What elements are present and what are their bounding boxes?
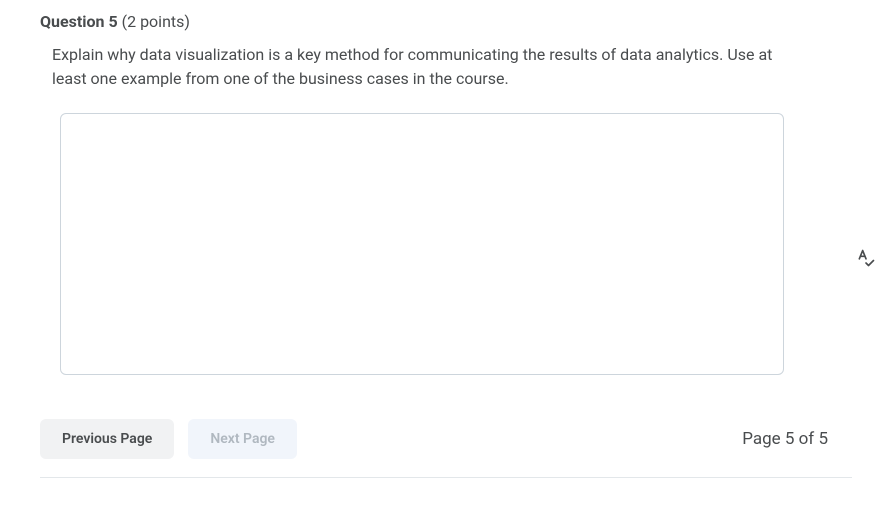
question-points: (2 points) (122, 12, 190, 31)
question-prompt: Explain why data visualization is a key … (52, 43, 792, 91)
page-indicator: Page 5 of 5 (742, 429, 852, 449)
question-header: Question 5 (2 points) (40, 12, 852, 31)
question-number: Question 5 (40, 12, 118, 31)
spellcheck-icon[interactable] (856, 248, 876, 268)
pagination-footer: Previous Page Next Page Page 5 of 5 (40, 419, 852, 477)
question-container: Question 5 (2 points) Explain why data v… (0, 0, 892, 478)
next-page-button: Next Page (188, 419, 297, 459)
previous-page-button[interactable]: Previous Page (40, 419, 174, 459)
answer-input[interactable] (60, 113, 784, 375)
footer-divider (40, 477, 852, 478)
